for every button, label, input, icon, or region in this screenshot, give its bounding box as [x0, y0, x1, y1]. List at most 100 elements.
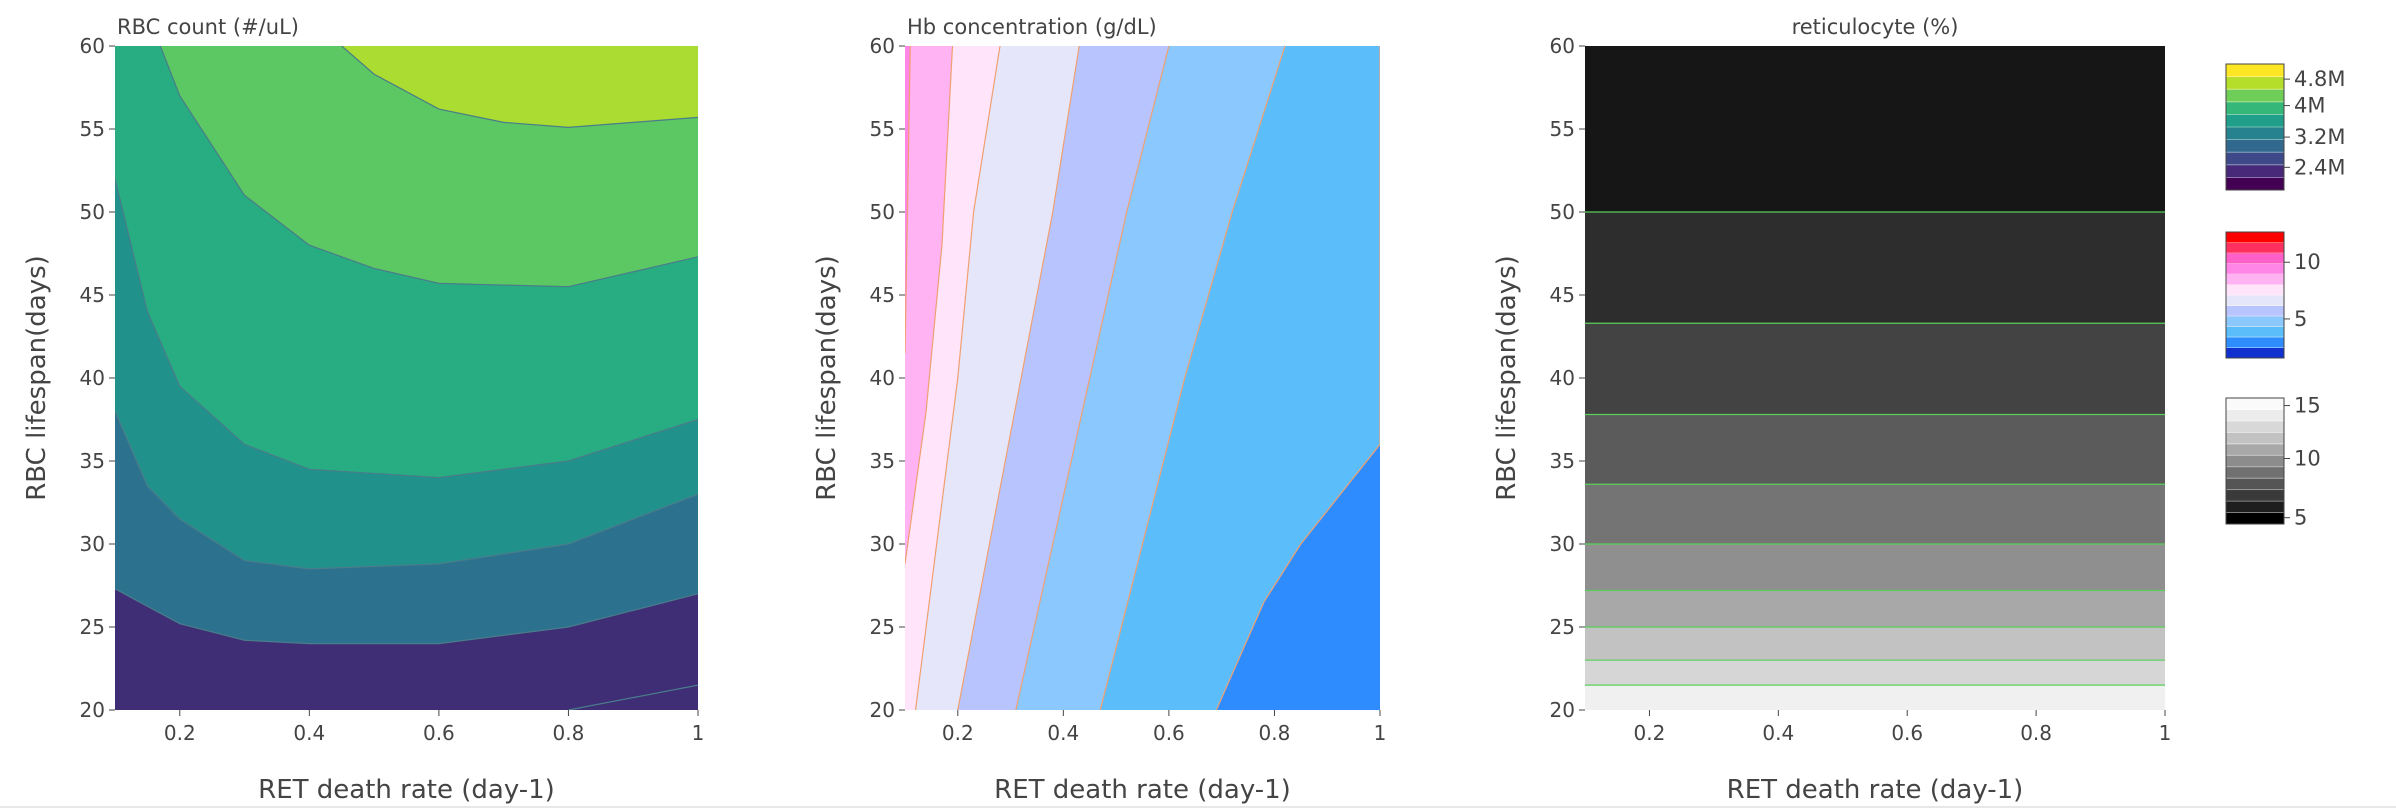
contour-band — [1585, 414, 2165, 485]
colorbar-swatch — [2226, 242, 2284, 254]
colorbar-tick-label: 5 — [2294, 307, 2307, 331]
contour-line — [115, 588, 698, 645]
x-axis-label: RET death rate (day-1) — [258, 775, 555, 805]
y-tick-label: 60 — [1550, 34, 1575, 58]
bottom-divider — [0, 806, 2396, 808]
colorbar-swatch — [2226, 295, 2284, 306]
y-tick-label: 30 — [870, 532, 895, 556]
plot-area — [1585, 46, 2165, 710]
contour-line — [905, 46, 954, 565]
colorbar-swatch — [2226, 177, 2284, 191]
colorbar-swatch — [2226, 253, 2284, 264]
y-tick-label: 55 — [80, 117, 105, 141]
y-tick-label: 35 — [1550, 449, 1575, 473]
colorbar-swatch — [2226, 76, 2284, 90]
colorbar-tick-label: 4M — [2294, 94, 2325, 118]
colorbar-frame — [2225, 397, 2285, 525]
y-tick-label: 35 — [80, 449, 105, 473]
x-tick-label: 0.4 — [293, 721, 325, 745]
y-axis-label: RBC lifespan(days) — [1492, 255, 1522, 501]
contour-line — [1099, 46, 1286, 710]
colorbar-swatch — [2226, 284, 2284, 296]
y-tick-label: 30 — [80, 532, 105, 556]
x-tick-label: 1 — [1374, 721, 1387, 745]
y-tick-label: 30 — [1550, 532, 1575, 556]
colorbar-tick-label: 10 — [2294, 250, 2321, 274]
contour-line — [115, 410, 698, 570]
y-tick-label: 20 — [80, 698, 105, 722]
contour-band — [1585, 685, 2165, 710]
colorbar-swatch — [2226, 409, 2284, 422]
colorbar-swatch — [2226, 455, 2284, 468]
chart-panel-1: 0.2 0.4 0.6 0.8 1 20 25 30 35 40 45 50 55 60 RBC count… — [22, 15, 704, 805]
y-tick-label: 50 — [870, 200, 895, 224]
colorbar-swatch — [2226, 152, 2284, 166]
y-tick-label: 20 — [870, 698, 895, 722]
x-tick-label: 0.2 — [164, 721, 196, 745]
colorbar-swatch — [2226, 127, 2284, 141]
y-tick-label: 50 — [1550, 200, 1575, 224]
colorbar-swatch — [2226, 501, 2284, 514]
colorbar-swatch — [2226, 398, 2284, 410]
x-tick-label: 0.2 — [942, 721, 974, 745]
plot-area — [905, 46, 1380, 710]
colorbar-3: 15 10 5 — [2225, 394, 2321, 530]
chart-title: Hb concentration (g/dL) — [907, 15, 1157, 39]
colorbar-frame — [2225, 231, 2285, 359]
y-tick-label: 35 — [870, 449, 895, 473]
contour-line — [1215, 46, 1380, 710]
x-tick-label: 0.8 — [2020, 721, 2052, 745]
colorbar-swatch — [2226, 432, 2284, 445]
x-tick-label: 0.6 — [1153, 721, 1185, 745]
y-tick-label: 25 — [1550, 615, 1575, 639]
y-tick-label: 20 — [1550, 698, 1575, 722]
x-tick-label: 0.6 — [423, 721, 455, 745]
y-tick-label: 55 — [1550, 117, 1575, 141]
colorbar-swatch — [2226, 326, 2284, 338]
x-tick-label: 0.8 — [553, 721, 585, 745]
contour-line — [957, 46, 1080, 710]
contour-line — [1015, 46, 1170, 710]
contour-band — [1585, 484, 2165, 544]
chart-panel-3: 0.2 0.4 0.6 0.8 1 20 25 30 35 40 45 50 55 60 reticuloc… — [1492, 15, 2171, 805]
colorbar-swatch — [2226, 443, 2284, 456]
y-tick-label: 60 — [870, 34, 895, 58]
contour-band — [1216, 46, 1380, 710]
contour-band — [1585, 627, 2165, 661]
colorbar-swatch — [2226, 466, 2284, 479]
colorbar-frame — [2225, 63, 2285, 191]
chart-title: reticulocyte (%) — [1792, 15, 1959, 39]
contour-line — [568, 684, 698, 710]
y-tick-label: 40 — [1550, 366, 1575, 390]
contour-line — [159, 46, 698, 288]
colorbar-swatch — [2226, 337, 2284, 348]
colorbar-swatch — [2226, 316, 2284, 327]
x-tick-label: 0.4 — [1762, 721, 1794, 745]
colorbar-swatch — [2226, 139, 2284, 153]
colorbar-swatch — [2226, 274, 2284, 285]
colorbar-swatch — [2226, 489, 2284, 502]
y-tick-label: 60 — [80, 34, 105, 58]
colorbar-swatch — [2226, 232, 2284, 243]
colorbar-swatch — [2226, 420, 2284, 433]
x-axis-label: RET death rate (day-1) — [1727, 775, 2024, 805]
colorbar-swatch — [2226, 305, 2284, 317]
colorbar-swatch — [2226, 114, 2284, 128]
colorbar-swatch — [2226, 164, 2284, 178]
y-axis-label: RBC lifespan(days) — [812, 255, 842, 501]
plot-area — [115, 46, 698, 710]
colorbar-swatch — [2226, 512, 2284, 525]
contour-band — [1585, 323, 2165, 415]
colorbar-swatch — [2226, 263, 2284, 275]
y-tick-label: 55 — [870, 117, 895, 141]
x-tick-label: 0.4 — [1047, 721, 1079, 745]
y-tick-label: 45 — [80, 283, 105, 307]
colorbar-swatch — [2226, 347, 2284, 359]
contour-band — [341, 46, 698, 128]
x-tick-label: 1 — [2159, 721, 2172, 745]
chart-title: RBC count (#/uL) — [117, 15, 299, 39]
contour-band — [1585, 46, 2165, 212]
colorbar-tick-label: 5 — [2294, 506, 2307, 530]
contour-line — [115, 178, 698, 479]
colorbar-tick-label: 3.2M — [2294, 125, 2346, 149]
